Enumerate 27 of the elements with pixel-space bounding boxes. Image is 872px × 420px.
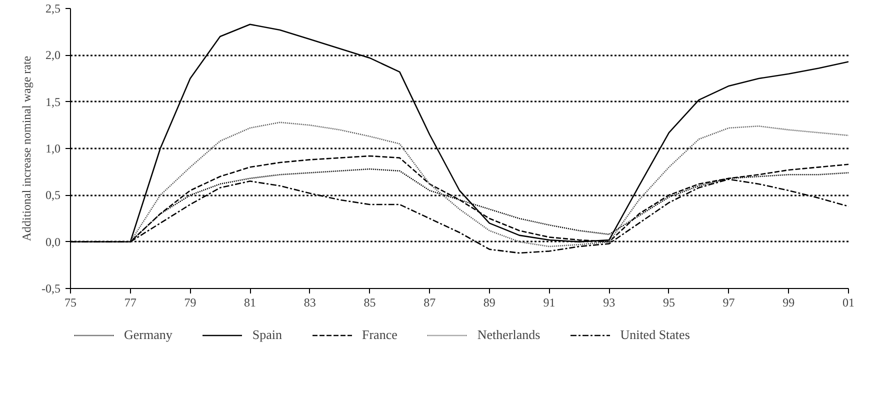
y-tick-label: 2,0: [46, 48, 60, 62]
x-tick-label: 93: [603, 296, 616, 310]
y-tick-label: 0,5: [46, 188, 60, 202]
x-tick-label: 91: [543, 296, 556, 310]
y-tick-label: 1,0: [46, 142, 60, 156]
x-tick-label: 89: [483, 296, 496, 310]
x-tick-label: 85: [364, 296, 376, 310]
x-tick-label: 01: [842, 296, 854, 310]
y-tick-label: 1,5: [46, 94, 60, 109]
y-tick-label: -0,5: [42, 282, 61, 296]
y-axis-title: Additional increase nominal wage rate: [20, 56, 34, 242]
x-tick-label: 87: [424, 296, 436, 310]
legend-label: Netherlands: [477, 327, 540, 343]
x-tick-label: 95: [662, 296, 675, 310]
x-tick-label: 79: [184, 296, 196, 310]
legend-label: Spain: [252, 327, 282, 343]
x-tick-label: 77: [124, 296, 136, 310]
legend-label: United States: [620, 327, 690, 343]
x-tick-label: 81: [244, 296, 256, 310]
x-tick-label: 99: [782, 296, 795, 310]
x-tick-label: 75: [64, 296, 76, 310]
y-tick-label: 0,0: [46, 234, 60, 249]
legend-label: France: [362, 327, 398, 343]
x-tick-label: 97: [722, 296, 735, 310]
y-tick-label: 2,5: [46, 2, 60, 16]
legend-label: Germany: [124, 327, 172, 343]
x-tick-label: 83: [304, 296, 316, 310]
